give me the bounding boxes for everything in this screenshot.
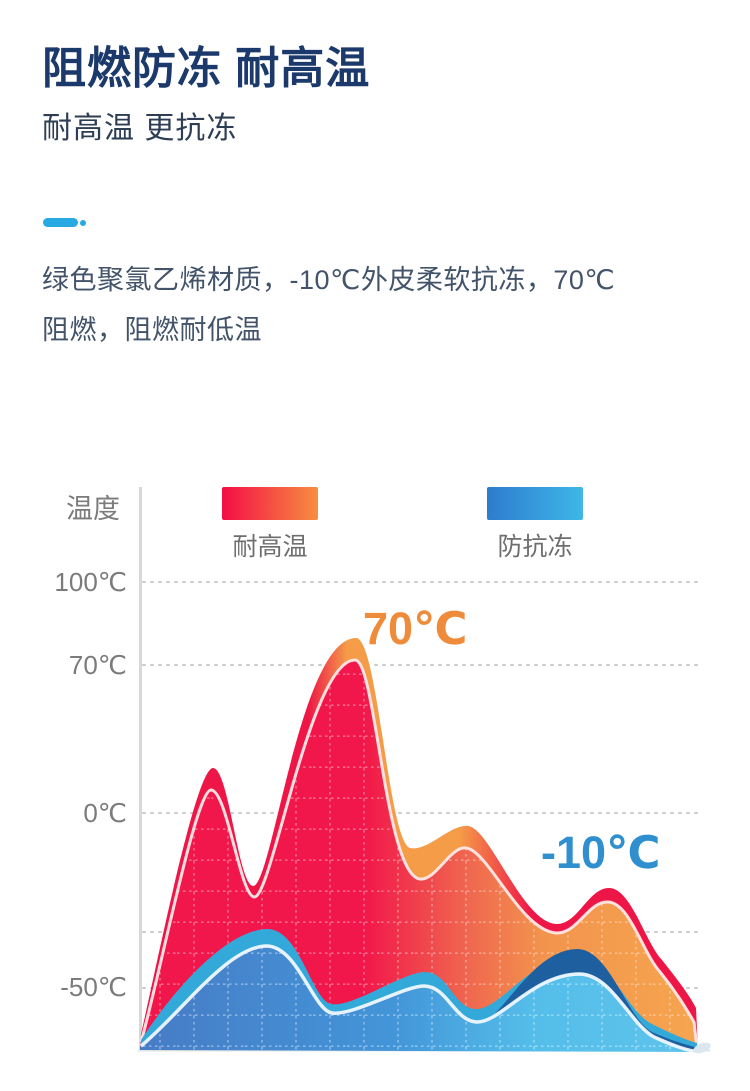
hot-area-edge [139, 658, 699, 1049]
accent-dot [80, 220, 86, 226]
page-subtitle: 耐高温 更抗冻 [42, 112, 238, 145]
legend-label-freeze-resist: 防抗冻 [497, 533, 573, 561]
y-tick-minus50: -50℃ [60, 972, 127, 1002]
annotation-70c: 70℃ [363, 603, 468, 654]
legend-label-heat-resist: 耐高温 [232, 533, 308, 561]
y-tick-100: 100℃ [54, 567, 127, 597]
cold-area-grid [140, 946, 700, 1052]
y-tick-0: 0℃ [83, 798, 127, 828]
y-axis-title: 温度 [66, 494, 120, 524]
tail-swoosh [693, 1042, 711, 1054]
page-title: 阻燃防冻 耐高温 [42, 44, 371, 93]
accent-dash [43, 218, 78, 227]
cold-area-edge [139, 944, 701, 1054]
temperature-area-chart [138, 487, 711, 1054]
annotation-minus10c: -10℃ [541, 827, 661, 878]
product-description: 绿色聚氯乙烯材质，-10℃外皮柔软抗冻，70℃阻燃，阻燃耐低温 [42, 265, 616, 345]
legend-swatch-freeze-resist [487, 487, 583, 520]
legend-swatch-heat-resist [222, 487, 318, 520]
y-tick-70: 70℃ [68, 650, 127, 680]
